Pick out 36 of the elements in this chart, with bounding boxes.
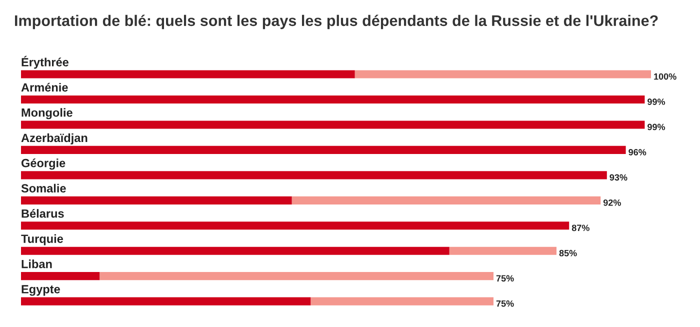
total-label: 93% [610,174,628,181]
total-label: 87% [572,224,590,232]
bar [21,272,100,280]
y-tick-label: Liban [22,260,52,268]
bar [21,120,645,129]
y-tick-label: Mongolie [22,108,72,120]
bar [310,297,494,306]
bar [21,246,450,255]
total-label: 99% [648,124,666,130]
bar [21,146,626,154]
y-tick-label: Egypte [22,285,60,296]
bar [449,246,556,255]
bar [21,70,355,78]
y-tick-label: Azerbaïdjan [21,133,88,144]
bar [100,272,494,280]
bar [21,95,645,104]
bar [21,222,570,230]
bar [21,297,311,306]
total-label: 100% [654,73,676,80]
y-tick-label: Érythrée [22,56,68,69]
total-label: 99% [648,98,666,105]
y-tick-label: Somalie [21,184,66,193]
bar [21,196,292,204]
y-tick-label: Turquie [21,234,64,246]
total-label: 75% [496,275,514,282]
y-tick-label: Géorgie [21,158,66,170]
total-label: 75% [496,300,514,307]
total-label: 92% [603,199,621,206]
bar [292,196,601,204]
bar [354,70,651,78]
chart-title: Importation de blé: quels sont les pays les plus dépendants de la Russie et de l'Ukraine? [15,14,658,30]
bar [21,171,607,180]
y-tick-label: Arménie [21,82,68,92]
y-tick-label: Bélarus [22,208,64,218]
total-label: 96% [628,149,646,156]
total-label: 85% [559,250,577,256]
